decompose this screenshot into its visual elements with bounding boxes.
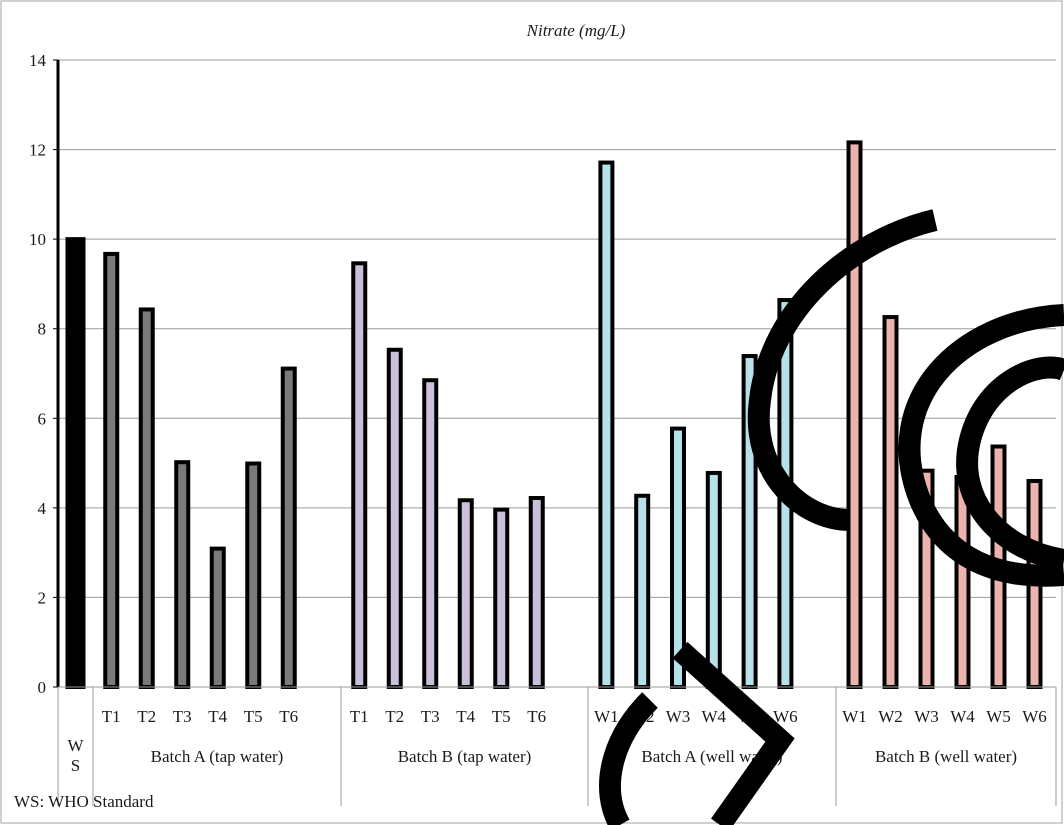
x-category-label: W4: [702, 707, 727, 726]
x-category-label: T4: [208, 707, 227, 726]
x-category-label: T1: [350, 707, 369, 726]
x-category-label: W1: [594, 707, 619, 726]
x-category-label: T1: [102, 707, 121, 726]
x-group-label: Batch A (well water): [641, 747, 782, 766]
x-category-label: W1: [842, 707, 867, 726]
y-tick-label: 14: [29, 51, 47, 70]
x-category-label: T6: [527, 707, 546, 726]
y-tick-label: 6: [38, 409, 47, 428]
x-group-label: W: [67, 736, 84, 755]
x-category-label: W2: [878, 707, 903, 726]
y-tick-label: 0: [38, 678, 47, 697]
x-category-label: T4: [456, 707, 475, 726]
chart-title: Nitrate (mg/L): [526, 21, 626, 40]
x-category-label: T6: [279, 707, 298, 726]
x-category-label: T3: [421, 707, 440, 726]
x-group-label: Batch B (tap water): [398, 747, 532, 766]
footnote: WS: WHO Standard: [14, 792, 154, 811]
x-axis: T1 T2 T3 T4 T5 T6 T1 T2 T3 T4 T5 T6 W1 W2 W3 W4 W5 W6 W1 W2…: [57, 686, 1057, 806]
x-category-label: T5: [244, 707, 263, 726]
x-category-label: W6: [1022, 707, 1047, 726]
x-group-label: S: [71, 756, 80, 775]
y-tick-label: 8: [38, 320, 47, 339]
x-category-label: W5: [986, 707, 1011, 726]
x-category-label: T2: [385, 707, 404, 726]
x-group-label: Batch A (tap water): [151, 747, 284, 766]
y-tick-label: 2: [38, 588, 47, 607]
x-category-label: T2: [137, 707, 156, 726]
x-group-label: Batch B (well water): [875, 747, 1017, 766]
y-tick-label: 12: [29, 141, 46, 160]
x-category-label: T5: [492, 707, 511, 726]
x-category-label: T3: [173, 707, 192, 726]
x-category-label: W3: [666, 707, 691, 726]
y-axis: 0 2 4 6 8 10 12 14: [29, 51, 60, 697]
x-category-label: W3: [914, 707, 939, 726]
x-category-label: W4: [950, 707, 975, 726]
y-tick-label: 10: [29, 230, 46, 249]
y-tick-label: 4: [38, 499, 47, 518]
x-category-label: W6: [773, 707, 798, 726]
